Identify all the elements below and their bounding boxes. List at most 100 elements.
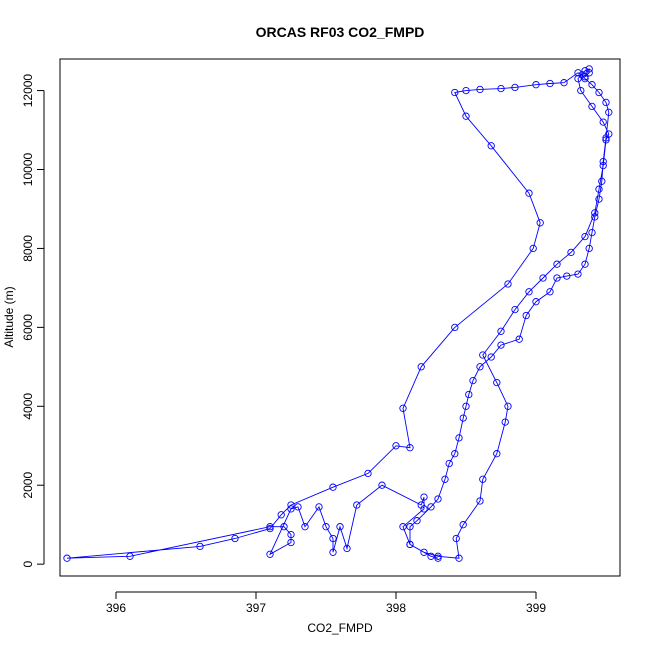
data-point (469, 376, 477, 385)
data-point (511, 83, 519, 92)
data-point (420, 548, 428, 556)
data-point (525, 288, 533, 296)
data-point (479, 351, 487, 359)
data-point (581, 73, 589, 81)
data-point (525, 189, 533, 197)
y-tick-label: 8000 (21, 235, 35, 262)
data-point (585, 65, 593, 73)
y-tick-label: 4000 (21, 393, 35, 420)
data-point (427, 552, 435, 560)
data-point (343, 544, 351, 553)
data-point (462, 402, 470, 410)
data-point (406, 540, 414, 549)
data-point (574, 69, 582, 77)
data-point (315, 503, 323, 511)
data-point (465, 390, 473, 399)
data-point (511, 305, 519, 314)
data-point (599, 161, 607, 170)
data-point (420, 505, 428, 513)
data-point (420, 493, 428, 501)
y-tick-label: 6000 (21, 314, 35, 341)
data-point (560, 79, 568, 87)
data-point (452, 534, 460, 543)
data-point (532, 81, 540, 89)
x-tick-label: 398 (386, 601, 406, 615)
data-point (581, 260, 589, 268)
data-point (553, 274, 561, 282)
data-point (434, 554, 442, 562)
data-point (63, 554, 71, 562)
data-point (497, 84, 505, 93)
data-point (336, 523, 344, 531)
y-tick-label: 12000 (21, 74, 35, 108)
data-point (413, 517, 421, 525)
data-point (459, 521, 467, 529)
data-point (476, 363, 484, 371)
data-point (392, 442, 400, 450)
chart-title: ORCAS RF03 CO2_FMPD (256, 24, 425, 40)
y-axis: 0 2000 4000 6000 8000 10000 12000 (21, 74, 45, 568)
data-point (595, 88, 603, 97)
data-point (196, 542, 204, 551)
data-point (399, 523, 407, 531)
data-point (417, 363, 425, 371)
data-point (532, 298, 540, 306)
data-point (487, 142, 495, 150)
data-point (434, 552, 442, 560)
data-point (462, 86, 470, 95)
data-point (364, 469, 372, 478)
data-point (605, 108, 613, 116)
plot-area (63, 65, 613, 562)
data-point (294, 503, 302, 511)
data-point (427, 503, 435, 511)
data-point (602, 98, 610, 107)
data-point (539, 274, 547, 282)
data-point (476, 497, 484, 505)
data-point (588, 81, 596, 89)
data-point (553, 260, 561, 268)
data-point (445, 459, 453, 468)
data-point (588, 102, 596, 111)
x-tick-label: 397 (246, 601, 266, 615)
y-tick-label: 2000 (21, 472, 35, 499)
data-point (406, 523, 414, 531)
data-point (522, 311, 530, 320)
data-point (585, 69, 593, 77)
data-point (277, 511, 285, 519)
data-point (577, 86, 585, 95)
data-point (567, 248, 575, 257)
data-point (504, 402, 512, 410)
data-point (280, 523, 288, 531)
data-point (598, 177, 606, 185)
data-point (462, 112, 470, 120)
data-point (588, 228, 596, 237)
x-axis: 396 397 398 399 (106, 591, 546, 615)
data-point (546, 79, 554, 88)
data-point (451, 450, 459, 458)
data-point (529, 244, 537, 253)
data-point (493, 378, 501, 387)
data-point (455, 434, 463, 442)
data-point (451, 323, 459, 332)
y-tick-label: 0 (21, 561, 35, 568)
data-point (301, 523, 309, 531)
data-point (574, 75, 582, 83)
data-point (455, 554, 463, 562)
data-point (591, 209, 599, 217)
data-point (599, 118, 607, 126)
x-axis-label: CO2_FMPD (307, 621, 373, 635)
data-point (591, 213, 599, 221)
data-point (515, 335, 523, 343)
data-point (602, 136, 610, 144)
data-point (574, 270, 582, 278)
data-point (599, 157, 607, 166)
data-point (605, 130, 613, 138)
data-point (322, 523, 330, 531)
data-point (126, 552, 134, 560)
data-point (441, 475, 449, 483)
data-point (497, 341, 505, 349)
y-axis-label: Altitude (m) (2, 286, 16, 347)
data-point (451, 88, 459, 97)
data-point (581, 232, 589, 241)
